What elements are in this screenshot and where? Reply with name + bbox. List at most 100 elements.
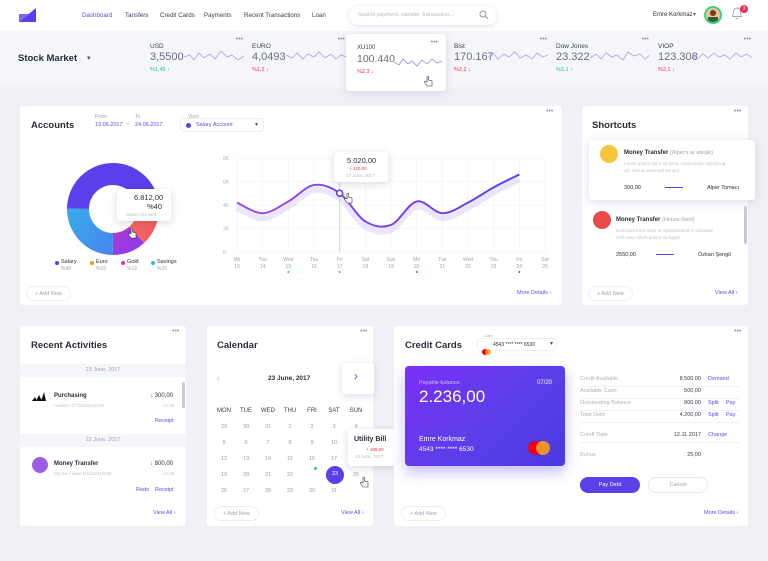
chevron-down-icon[interactable]: ▾ [87, 55, 91, 62]
calendar-day[interactable]: 10 [330, 440, 338, 446]
add-new-button[interactable]: + Add New [26, 286, 71, 301]
calendar-day[interactable]: 21 [264, 472, 272, 478]
ticker-euro[interactable]: EURO 4,0493 %1,2 ↓ ••• [252, 31, 353, 87]
avatar[interactable] [704, 6, 722, 24]
shortcut-item[interactable]: Money Transfer (Alper's ar ateşle) Lorem… [589, 140, 755, 200]
more-icon[interactable]: ••• [360, 328, 368, 335]
calendar-day[interactable]: 27 [242, 488, 250, 494]
nav-transfers[interactable]: Tansfers [125, 12, 149, 19]
nav-recent-transactions[interactable]: Recent Transactions [244, 12, 301, 19]
calendar-day[interactable]: 5 [222, 440, 226, 446]
calendar-day[interactable]: 13 [242, 456, 250, 462]
card-action-split[interactable]: Split [708, 400, 719, 406]
more-details-link[interactable]: More Details › [704, 510, 739, 516]
user-name[interactable]: Emre Korkmaz [653, 12, 693, 18]
view-all-link[interactable]: View All › [153, 510, 176, 516]
from-date[interactable]: 13.06.2017 [95, 122, 123, 128]
ticker-viop[interactable]: VIOP 123.308 %2,1 ↓ ••• [658, 31, 759, 87]
logo-icon[interactable] [19, 8, 36, 22]
more-icon[interactable]: ••• [641, 36, 649, 43]
calendar-day[interactable]: 28 [264, 488, 272, 494]
donut-slice-savings[interactable] [67, 163, 159, 255]
nav-payments[interactable]: Payments [204, 12, 232, 19]
calendar-day[interactable]: 2 [310, 424, 314, 430]
more-icon[interactable]: ••• [546, 108, 554, 115]
more-icon[interactable]: ••• [235, 36, 243, 43]
donut-pct: %40 [147, 202, 163, 211]
add-new-button[interactable]: + Add New [588, 286, 633, 301]
donut-slice-gold[interactable] [67, 163, 159, 255]
nav-credit-cards[interactable]: Credit Cards [160, 12, 195, 19]
card-action-pay[interactable]: Pay [726, 400, 736, 406]
calendar-day[interactable]: 1 [288, 424, 292, 430]
to-date[interactable]: 24.06.2017 [135, 122, 163, 128]
calendar-day[interactable]: 30 [242, 424, 250, 430]
calendar-day[interactable]: 12 [220, 456, 228, 462]
nav-dashboard[interactable]: Dashboard [82, 12, 113, 19]
calendar-day[interactable]: 14 [264, 456, 272, 462]
calendar-day[interactable]: 22 [286, 472, 294, 478]
more-icon[interactable]: ••• [734, 108, 742, 115]
payable-value: 2.236,00 [419, 387, 486, 406]
calendar-day[interactable]: 29 [286, 488, 294, 494]
bell-icon[interactable] [731, 7, 743, 20]
shortcut-item[interactable]: Money Transfer (House Rent) Duis aute ir… [582, 205, 744, 267]
calendar-day[interactable]: 8 [288, 440, 292, 446]
data-point[interactable] [335, 189, 344, 197]
nav-loan[interactable]: Loan [312, 12, 326, 19]
card-action-split[interactable]: Split [708, 412, 719, 418]
credit-card-visual[interactable]: Payable balance 2.236,00 07/20 Emre Kork… [405, 366, 565, 466]
search-input[interactable]: Search payment, transfer, transaction... [349, 6, 497, 25]
scrollbar[interactable] [182, 382, 185, 408]
calendar-day[interactable]: 4 [354, 424, 358, 430]
view-all-link[interactable]: View All › [715, 290, 738, 296]
pay-debt-button[interactable]: Pay Debt [580, 477, 640, 493]
card-action-change[interactable]: Change [708, 432, 728, 438]
stock-market-title: Stock Market [18, 53, 78, 64]
add-new-button[interactable]: + Add New [214, 506, 259, 521]
card-action-pay[interactable]: Pay [726, 412, 736, 418]
calendar-day[interactable]: 26 [220, 488, 228, 494]
calendar-day[interactable]: 19 [220, 472, 228, 478]
more-icon[interactable]: ••• [743, 36, 751, 43]
calendar-day[interactable]: 30 [308, 488, 316, 494]
x-tick-date: 14 [260, 264, 266, 270]
selected-day[interactable]: 23 [331, 471, 339, 477]
calendar-day[interactable]: 29 [220, 424, 228, 430]
receipt-link[interactable]: Receipt [155, 418, 174, 424]
ticker-dow-jones[interactable]: Dow Jones 23.322 %3,1 ↑ ••• [556, 31, 657, 87]
calendar-day[interactable]: 6 [244, 440, 248, 446]
more-icon[interactable]: ••• [172, 328, 180, 335]
calendar-day[interactable]: 17 [330, 456, 338, 462]
card-select[interactable]: 4543 **** **** 6530 ▾ [477, 338, 557, 355]
calendar-day[interactable]: 15 [286, 456, 294, 462]
chevron-down-icon[interactable]: ▾ [693, 12, 697, 18]
calendar-day[interactable]: 20 [242, 472, 250, 478]
more-icon[interactable]: ••• [734, 328, 742, 335]
calendar-day[interactable]: 9 [310, 440, 314, 446]
ticker-usd[interactable]: USD 3,5500 %1,45 ↑ ••• [150, 31, 251, 87]
redo-link[interactable]: Redo [136, 487, 150, 493]
donut-slice-salary[interactable] [67, 163, 159, 255]
more-icon[interactable]: ••• [539, 36, 547, 43]
cancel-button[interactable]: Cancel [648, 477, 708, 493]
next-month-button[interactable]: › [342, 363, 374, 394]
calendar-day[interactable]: 31 [330, 488, 338, 494]
add-new-button[interactable]: + Add New [401, 506, 446, 521]
calendar-day[interactable]: 3 [332, 424, 336, 430]
calendar-day[interactable]: 31 [264, 424, 272, 430]
more-icon[interactable]: ••• [430, 39, 438, 46]
calendar-day[interactable]: 25 [352, 472, 360, 478]
receipt-link[interactable]: Receipt [155, 487, 174, 493]
view-all-link[interactable]: View All › [341, 510, 364, 516]
ticker-xu100[interactable]: XU100 100.440 %2,3 ↓ ••• [346, 34, 446, 91]
more-details-link[interactable]: More Details › [517, 290, 552, 296]
calendar-day[interactable]: 16 [308, 456, 316, 462]
account-select[interactable]: Salary Account ▾ [180, 118, 264, 132]
scrollbar[interactable] [744, 206, 747, 244]
ticker-bist[interactable]: Bist 170.167 %2,2 ↓ ••• [454, 31, 555, 87]
more-icon[interactable]: ••• [337, 36, 345, 43]
card-action-demand[interactable]: Demand [708, 376, 729, 382]
calendar-day[interactable]: 7 [266, 440, 270, 446]
chevron-left-icon[interactable]: ‹ [217, 373, 220, 383]
